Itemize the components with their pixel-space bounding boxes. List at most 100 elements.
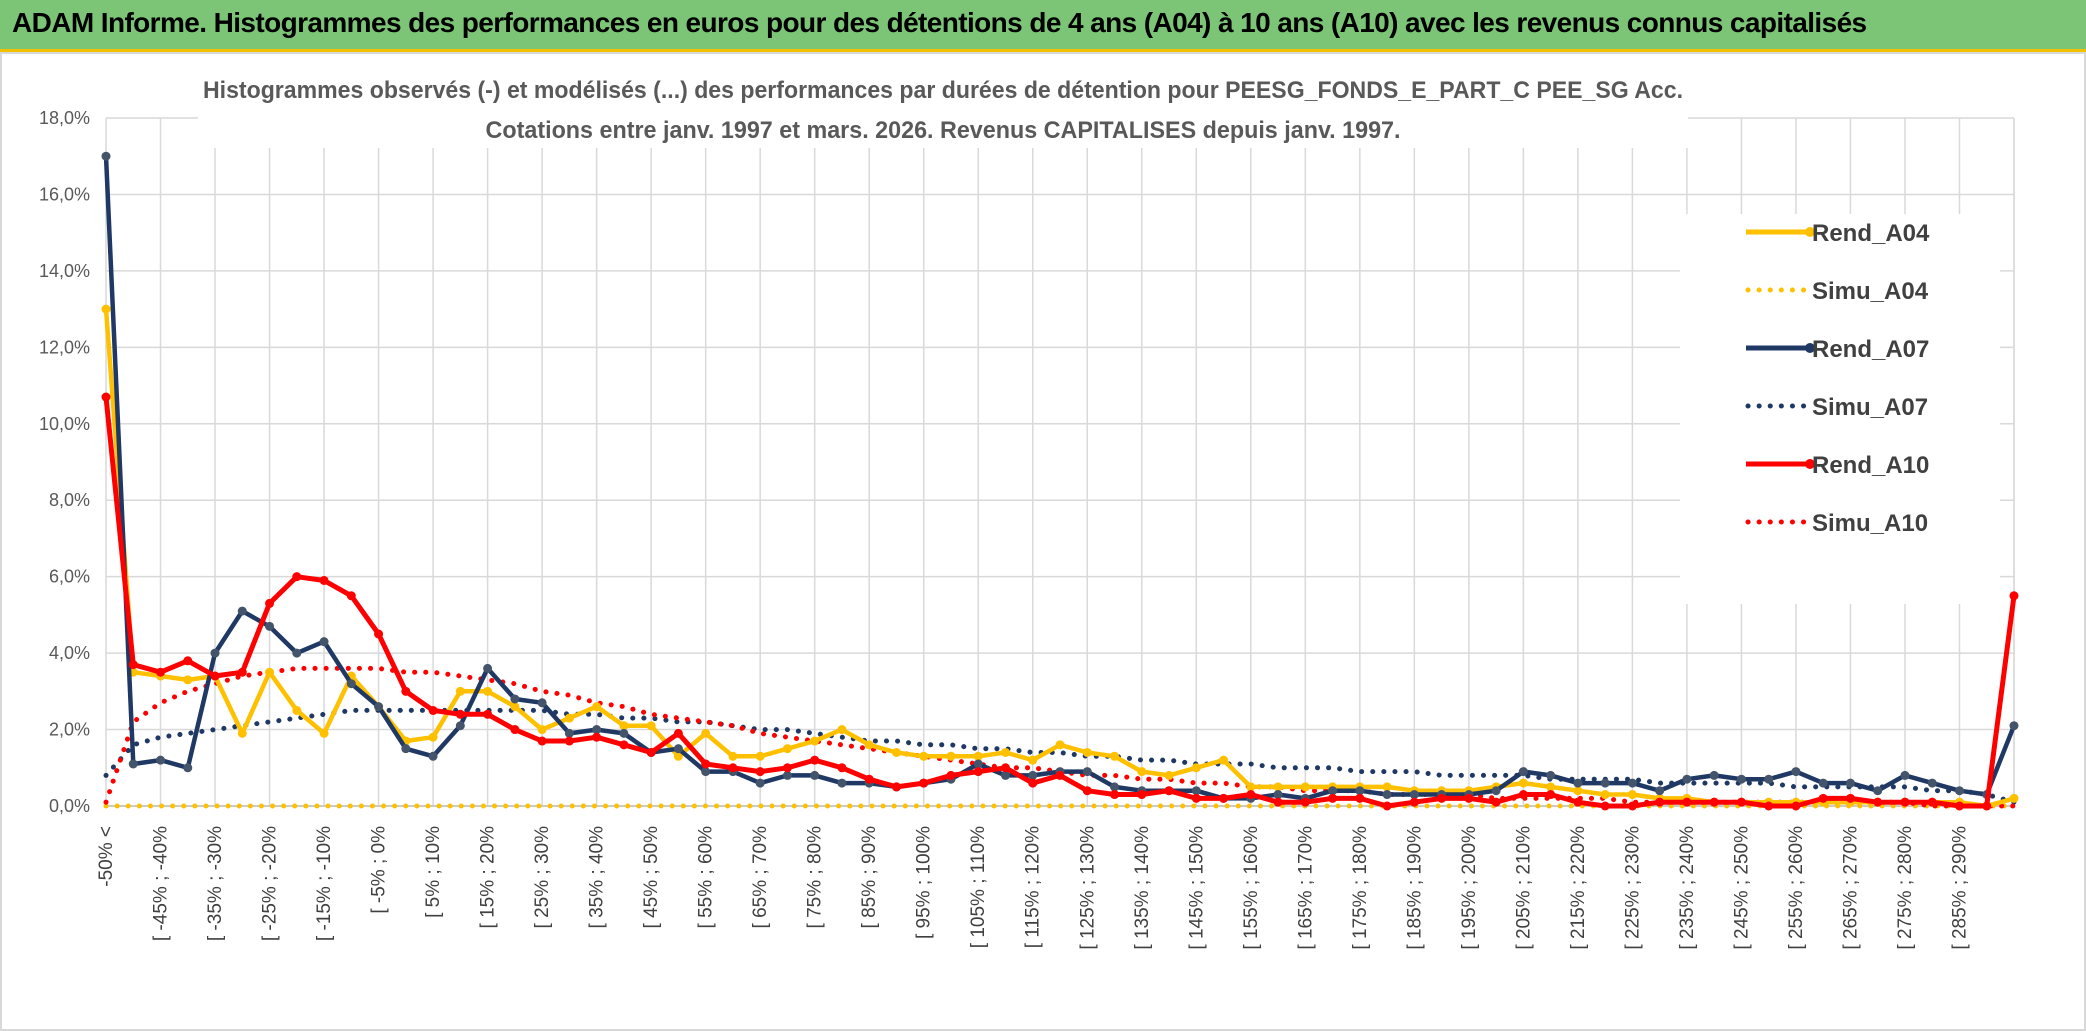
data-point xyxy=(1028,778,1038,788)
data-point xyxy=(837,725,847,735)
data-point xyxy=(919,751,929,761)
data-point xyxy=(864,774,874,784)
data-point xyxy=(292,648,302,658)
data-point xyxy=(265,598,275,608)
legend: Rend_A04 Simu_A04 Rend_A07 Simu_A07 Rend_A10… xyxy=(1680,214,2000,604)
data-point xyxy=(1954,786,1964,796)
data-point xyxy=(1845,778,1855,788)
x-tick-label: [ 145% ; 150% xyxy=(1186,826,1207,950)
data-point xyxy=(973,767,983,777)
data-point xyxy=(128,660,138,670)
x-tick-label: [ -35% ; -30% xyxy=(205,826,226,941)
data-point xyxy=(673,728,683,738)
data-point xyxy=(1246,782,1256,792)
data-point xyxy=(1219,755,1229,765)
data-point xyxy=(292,705,302,715)
y-tick-label: 10,0% xyxy=(39,414,90,434)
x-tick-label: [ 75% ; 80% xyxy=(805,826,826,929)
data-point xyxy=(919,778,929,788)
data-point xyxy=(564,736,574,746)
legend-label: Simu_A10 xyxy=(1812,510,1928,537)
legend-label: Simu_A07 xyxy=(1812,394,1928,421)
data-point xyxy=(646,721,656,731)
data-point xyxy=(537,736,547,746)
data-point xyxy=(1300,797,1310,807)
data-point xyxy=(728,751,738,761)
data-point xyxy=(1082,747,1092,757)
data-point xyxy=(619,740,629,750)
x-tick-label: [ -45% ; -40% xyxy=(151,826,172,941)
data-point xyxy=(1382,801,1392,811)
y-tick-label: 8,0% xyxy=(49,490,90,510)
data-point xyxy=(1954,801,1964,811)
x-tick-label: [ 245% ; 250% xyxy=(1731,826,1752,950)
data-point xyxy=(101,392,111,402)
data-point xyxy=(1273,782,1283,792)
data-point xyxy=(156,755,166,765)
data-point xyxy=(1518,790,1528,800)
x-tick-label: [ 105% ; 110% xyxy=(968,826,989,948)
data-point xyxy=(810,770,820,780)
x-tick-label: [ -5% ; 0% xyxy=(369,826,390,914)
data-point xyxy=(592,732,602,742)
data-point xyxy=(1191,763,1201,773)
data-point xyxy=(1246,790,1256,800)
data-point xyxy=(183,656,193,666)
x-tick-label: [ 85% ; 90% xyxy=(859,826,880,929)
data-point xyxy=(1655,797,1665,807)
data-point xyxy=(483,709,493,719)
data-point xyxy=(428,751,438,761)
legend-label: Rend_A10 xyxy=(1812,452,1929,479)
x-tick-label: -50% < xyxy=(96,826,117,887)
data-point xyxy=(1000,747,1010,757)
x-tick-label: [ -15% ; -10% xyxy=(314,826,335,941)
data-point xyxy=(237,606,247,616)
data-point xyxy=(292,572,302,582)
x-tick-label: [ 165% ; 170% xyxy=(1295,826,1316,950)
legend-label: Rend_A07 xyxy=(1812,336,1929,363)
data-point xyxy=(265,621,275,631)
data-point xyxy=(455,721,465,731)
x-tick-label: [ 275% ; 280% xyxy=(1895,826,1916,950)
data-point xyxy=(455,709,465,719)
data-point xyxy=(1382,790,1392,800)
data-point xyxy=(101,151,111,161)
data-point xyxy=(701,759,711,769)
data-point xyxy=(1028,770,1038,780)
x-tick-label: [ 235% ; 240% xyxy=(1677,826,1698,950)
data-point xyxy=(1818,793,1828,803)
x-tick-label: [ 5% ; 10% xyxy=(423,826,444,918)
data-point xyxy=(210,648,220,658)
page-title: ADAM Informe. Histogrammes des performan… xyxy=(12,7,1867,38)
data-point xyxy=(1627,790,1637,800)
data-point xyxy=(1682,774,1692,784)
data-point xyxy=(1818,778,1828,788)
data-point xyxy=(1164,786,1174,796)
x-tick-label: [ 215% ; 220% xyxy=(1568,826,1589,950)
data-point xyxy=(1736,797,1746,807)
data-point xyxy=(1600,778,1610,788)
legend-marker xyxy=(1805,227,1815,237)
data-point xyxy=(1518,778,1528,788)
y-tick-label: 2,0% xyxy=(49,720,90,740)
data-point xyxy=(1791,767,1801,777)
data-point xyxy=(2009,721,2019,731)
data-point xyxy=(1873,786,1883,796)
data-point xyxy=(346,591,356,601)
data-point xyxy=(1736,774,1746,784)
data-point xyxy=(2009,591,2019,601)
data-point xyxy=(592,725,602,735)
data-point xyxy=(101,304,111,314)
series-line xyxy=(103,707,2017,805)
data-point xyxy=(237,728,247,738)
x-tick-label: [ 285% ; 290% xyxy=(1949,826,1970,950)
data-point xyxy=(673,751,683,761)
data-point xyxy=(1627,801,1637,811)
chart-title-background xyxy=(198,56,1688,148)
x-tick-label: [ 185% ; 190% xyxy=(1404,826,1425,950)
x-tick-label: [ 175% ; 180% xyxy=(1350,826,1371,950)
data-point xyxy=(1191,793,1201,803)
data-point xyxy=(1300,782,1310,792)
data-point xyxy=(428,705,438,715)
data-point xyxy=(1055,740,1065,750)
